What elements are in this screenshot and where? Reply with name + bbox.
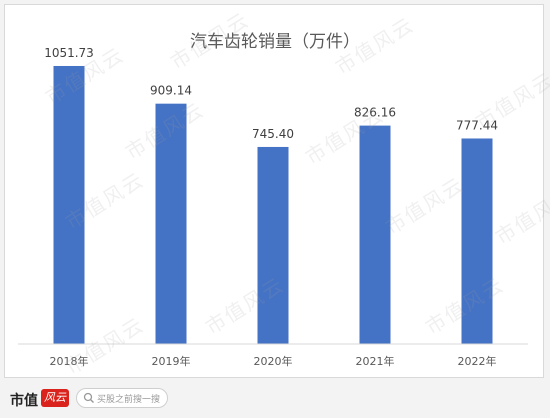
x-tick-label: 2022年 [458,354,497,368]
chart-svg: 汽车齿轮销量（万件） 1051.73 2018年 909.14 2019年 745.40… [18,32,528,368]
bar [155,103,187,345]
search-icon [83,392,94,403]
search-box[interactable]: 买股之前搜一搜 [76,388,168,408]
bar [53,65,85,344]
logo-text: 市值 [10,393,38,409]
footer: 市值 风云 买股之前搜一搜 [0,380,550,418]
bars-group: 1051.73 2018年 909.14 2019年 745.40 2020年 826.16… [44,46,498,368]
x-tick-label: 2019年 [152,354,191,368]
bar [257,146,289,344]
logo-badge: 风云 [41,389,69,407]
data-label: 777.44 [456,118,498,132]
data-label: 909.14 [150,84,192,98]
x-tick-label: 2021年 [356,354,395,368]
data-label: 745.40 [252,127,294,141]
x-tick-label: 2018年 [50,354,89,368]
data-label: 826.16 [354,106,396,120]
chart-title: 汽车齿轮销量（万件） [190,32,360,52]
x-tick-label: 2020年 [254,354,293,368]
bar [359,125,391,344]
search-placeholder: 买股之前搜一搜 [97,395,161,405]
bar [461,138,493,344]
data-label: 1051.73 [44,46,94,60]
